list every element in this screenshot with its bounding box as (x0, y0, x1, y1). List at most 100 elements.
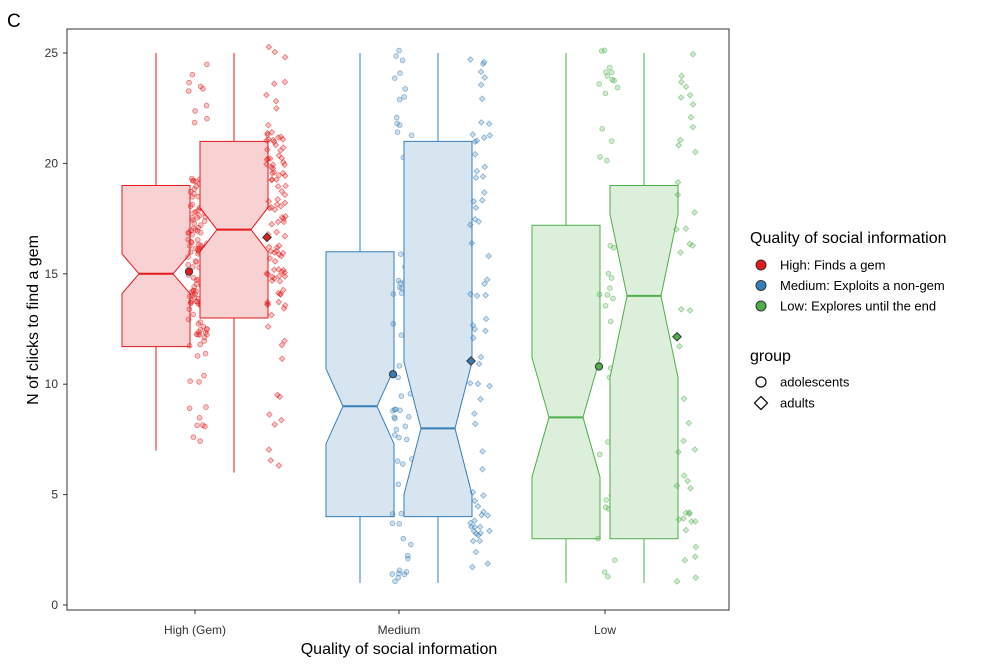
jitter-point (266, 411, 273, 418)
jitter-point (281, 161, 288, 169)
jitter-point (470, 198, 478, 205)
jitter-point (599, 126, 605, 132)
jitter-point (272, 141, 280, 149)
jitter-point (189, 175, 195, 182)
jitter-point (273, 104, 280, 112)
legend-shape-label: adults (780, 396, 815, 411)
jitter-point (392, 432, 398, 438)
jitter-point (391, 75, 398, 81)
jitter-point (190, 311, 197, 318)
jitter-point (686, 307, 694, 314)
jitter-point (680, 395, 688, 403)
jitter-point (605, 270, 612, 277)
box-body (403, 140, 473, 518)
jitter-point (477, 68, 485, 76)
jitter-point (394, 120, 400, 127)
jitter-point (676, 342, 683, 350)
jitter-point (692, 543, 700, 551)
jitter-point (268, 277, 276, 284)
jitter-point (396, 567, 403, 574)
jitter-point (687, 484, 694, 492)
jitter-point (675, 141, 682, 149)
jitter-point (280, 304, 288, 312)
jitter-point (485, 120, 493, 128)
jitter-point (478, 196, 486, 204)
jitter-point (399, 461, 406, 467)
jitter-point (270, 275, 278, 282)
jitter-point (190, 217, 196, 224)
jitter-point (681, 556, 689, 564)
jitter-point (682, 225, 690, 232)
jitter-point (263, 91, 270, 99)
jitter-point (408, 132, 415, 139)
jitter-point (597, 154, 603, 160)
legend-shape-key (755, 376, 767, 388)
jitter-point (678, 72, 685, 80)
jitter-point (197, 242, 204, 249)
jitter-point (188, 227, 194, 234)
jitter-point (484, 560, 492, 567)
x-axis: High (Gem) Medium Low (164, 610, 616, 637)
jitter-point (202, 350, 209, 357)
jitter-point (390, 407, 396, 414)
jitter-point (204, 326, 210, 333)
jitter-point (393, 426, 400, 433)
jitter-point (400, 535, 407, 542)
jitter-point (196, 414, 203, 421)
plot-panel-border (66, 28, 730, 611)
jitter-point (185, 236, 192, 243)
jitter-point (481, 163, 489, 171)
box-1-adults (403, 53, 494, 583)
jitter-point (204, 115, 210, 122)
jitter-point (397, 70, 403, 76)
jitter-point (264, 270, 272, 278)
jitter-point (478, 511, 486, 519)
jitter-point (279, 136, 287, 143)
jitter-point (189, 194, 196, 200)
jitter-point (674, 179, 682, 186)
jitter-point (480, 134, 488, 141)
jitter-point (480, 508, 487, 516)
jitter-point (197, 83, 204, 90)
jitter-point (263, 146, 271, 153)
jitter-point (264, 323, 272, 331)
jitter-point (195, 237, 201, 243)
jitter-point (186, 405, 193, 412)
jitter-point (264, 121, 272, 129)
jitter-point (677, 249, 684, 256)
jitter-point (190, 274, 197, 281)
jitter-point (604, 157, 610, 164)
jitter-point (608, 275, 615, 281)
jitter-point (191, 191, 197, 197)
y-tick-label: 5 (51, 488, 58, 502)
jitter-point (185, 261, 192, 268)
legend-color-title: Quality of social information (750, 230, 947, 247)
jitter-point (282, 182, 289, 190)
jitter-point (675, 516, 683, 523)
box-0-adults (199, 43, 289, 473)
jitter-point (482, 327, 489, 335)
jitter-point (673, 577, 681, 585)
jitter-point (192, 258, 199, 265)
jitter-point (265, 198, 273, 205)
jitter-point (395, 277, 402, 284)
jitter-point (473, 137, 481, 145)
jitter-point (482, 291, 489, 299)
jitter-point (275, 171, 283, 179)
jitter-point (268, 128, 276, 136)
jitter-point (475, 360, 483, 368)
jitter-point (473, 167, 481, 175)
jitter-point (481, 74, 488, 81)
jitter-point (689, 242, 696, 249)
jitter-point (485, 252, 493, 260)
legend-color-label: Low: Explores until the end (780, 299, 936, 314)
jitter-point (673, 225, 680, 233)
jitter-point (186, 293, 193, 300)
jitter-point (398, 332, 405, 339)
jitter-point (189, 292, 196, 299)
jitter-point (689, 101, 697, 108)
jitter-point (689, 123, 697, 131)
jitter-point (677, 305, 685, 313)
jitter-point (281, 78, 289, 86)
jitter-point (280, 215, 287, 223)
